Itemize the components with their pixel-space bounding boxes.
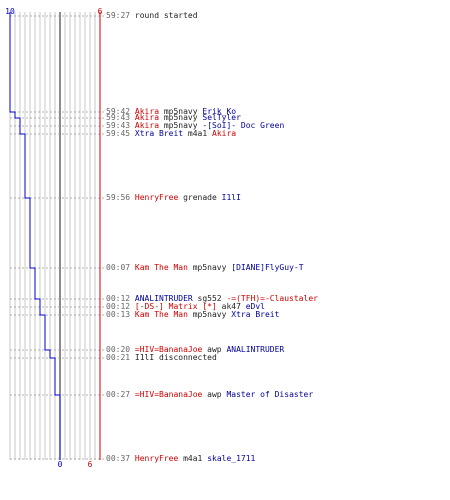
- log-entry-action: mp5navy: [159, 107, 203, 116]
- log-entry-time: 00:07: [106, 263, 131, 272]
- log-entry-action: round started: [134, 11, 198, 20]
- log-entry-player: skale_1711: [207, 454, 256, 463]
- log-entry-time: 59:43: [106, 121, 131, 130]
- log-entry-time: 59:42: [106, 107, 131, 116]
- log-entry-player: HenryFree: [134, 454, 179, 463]
- log-entry-action: sg552: [192, 294, 227, 303]
- log-entry-player: Xtra Breit: [134, 129, 184, 138]
- log-entry-player: Erik_Ko: [202, 107, 237, 116]
- log-entry-player: eDvl: [245, 302, 265, 311]
- score-tracks: [9, 12, 101, 460]
- log-entry-time: 59:56: [106, 193, 131, 202]
- blue-score-start-label: 10: [5, 7, 15, 16]
- log-entry-player: Kam The Man: [134, 310, 188, 319]
- log-entry-action: m4a1: [183, 129, 212, 138]
- log-entry-time: 00:21: [106, 353, 131, 362]
- log-entry: 00:21 I1lI disconnected: [106, 354, 217, 362]
- log-entry: 59:43 Akira mp5navy SelTyler: [106, 114, 241, 122]
- blue-score-track: [9, 12, 61, 460]
- log-entry-player: Akira: [134, 107, 160, 116]
- log-entry-player: Akira: [212, 129, 237, 138]
- log-entry-player: Xtra Breit: [231, 310, 280, 319]
- log-entry-player: Akira: [134, 121, 160, 130]
- log-entry-player: [-DS-] Matrix [*]: [134, 302, 217, 311]
- log-entry-action: awp: [202, 390, 227, 399]
- red-score-start-label: 6: [98, 7, 103, 16]
- log-entry-player: SelTyler: [202, 113, 241, 122]
- log-entry-player: Kam The Man: [134, 263, 188, 272]
- log-entry: 00:20 =HIV=BananaJoe awp ANALINTRUDER: [106, 346, 284, 354]
- log-entry-action: mp5navy: [159, 121, 203, 130]
- log-entry: 00:37 HenryFree m4a1 skale_1711: [106, 455, 255, 463]
- log-entry-action: grenade: [178, 193, 222, 202]
- blue-score-end-label: 0: [58, 460, 63, 469]
- log-entry: 59:45 Xtra Breit m4a1 Akira: [106, 130, 236, 138]
- log-entry-time: 00:12: [106, 302, 131, 311]
- log-entry: 59:43 Akira mp5navy -[SoI]- Doc Green: [106, 122, 284, 130]
- log-entry-action: ak47: [216, 302, 246, 311]
- log-entry: 00:27 =HIV=BananaJoe awp Master of Disas…: [106, 391, 313, 399]
- log-entry-player: -=(TFH)=-Claustaler: [226, 294, 318, 303]
- log-entry-player: [DIANE]FlyGuy-T: [231, 263, 304, 272]
- log-entry-action: m4a1: [178, 454, 208, 463]
- log-entry-player: -[SoI]- Doc Green: [202, 121, 285, 130]
- log-entry-time: 59:45: [106, 129, 131, 138]
- log-entry-time: 59:27: [106, 11, 131, 20]
- log-entry-player: ANALINTRUDER: [134, 294, 193, 303]
- score-grid: [9, 12, 101, 460]
- log-entry-player: =HIV=BananaJoe: [134, 390, 203, 399]
- log-entry-player: ANALINTRUDER: [226, 345, 285, 354]
- log-entry-time: 00:13: [106, 310, 131, 319]
- log-entry-action: mp5navy: [159, 113, 203, 122]
- log-entry-time: 00:12: [106, 294, 131, 303]
- log-entry: 00:12 [-DS-] Matrix [*] ak47 eDvl: [106, 303, 265, 311]
- log-entry-player: =HIV=BananaJoe: [134, 345, 203, 354]
- red-score-end-label: 6: [88, 460, 93, 469]
- log-entry-action: awp: [202, 345, 227, 354]
- log-entry-player: Akira: [134, 113, 160, 122]
- log-entry-action: mp5navy: [187, 263, 232, 272]
- log-entry-player: Master of Disaster: [226, 390, 314, 399]
- log-entry-time: 00:20: [106, 345, 131, 354]
- log-entry-time: 00:27: [106, 390, 131, 399]
- log-entry-player: HenryFree: [134, 193, 179, 202]
- log-entry-player: I1lI: [221, 193, 241, 202]
- log-entry-time: 00:37: [106, 454, 131, 463]
- log-entry: 00:12 ANALINTRUDER sg552 -=(TFH)=-Claust…: [106, 295, 318, 303]
- log-entry: 00:13 Kam The Man mp5navy Xtra Breit: [106, 311, 279, 319]
- log-entry-action: I1lI disconnected: [134, 353, 217, 362]
- log-entry-action: mp5navy: [187, 310, 232, 319]
- log-entry-time: 59:43: [106, 113, 131, 122]
- log-entry: 59:27 round started: [106, 12, 198, 20]
- log-entry: 59:56 HenryFree grenade I1lI: [106, 194, 241, 202]
- log-entry: 00:07 Kam The Man mp5navy [DIANE]FlyGuy-…: [106, 264, 304, 272]
- log-entry: 59:42 Akira mp5navy Erik_Ko: [106, 108, 236, 116]
